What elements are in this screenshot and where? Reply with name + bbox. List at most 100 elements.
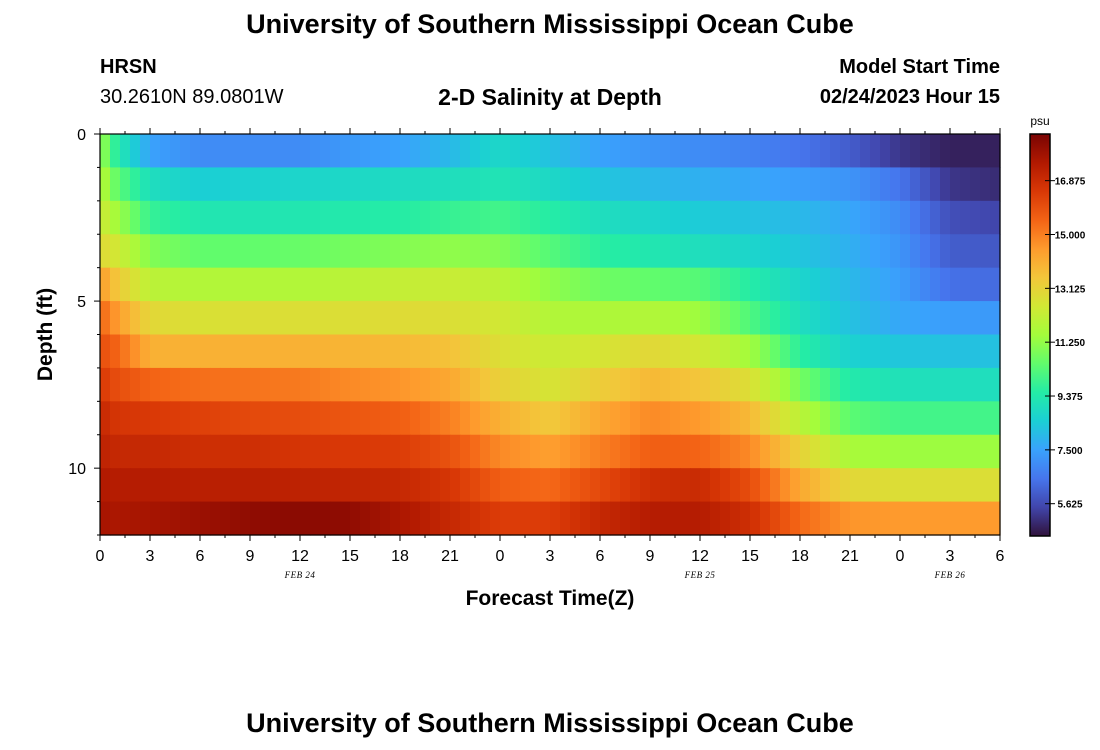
heatmap-cell [530, 501, 541, 536]
heatmap-cell [560, 501, 571, 536]
heatmap-cell [500, 501, 511, 536]
heatmap-cell [300, 301, 311, 336]
heatmap-cell [860, 167, 871, 202]
heatmap-cell [830, 200, 841, 235]
heatmap-cell [200, 468, 211, 503]
heatmap-cell [490, 367, 501, 402]
heatmap-cell [960, 334, 971, 369]
heatmap-cell [360, 334, 371, 369]
y-axis: 0 5 10 [68, 127, 100, 536]
heatmap-cell [340, 334, 351, 369]
heatmap-cell [420, 468, 431, 503]
heatmap-cell [490, 334, 501, 369]
heatmap-cell [870, 334, 881, 369]
heatmap-cell [260, 367, 271, 402]
heatmap-cell [580, 234, 591, 269]
heatmap-cell [230, 468, 241, 503]
heatmap-cell [950, 367, 961, 402]
heatmap-cell [660, 334, 671, 369]
heatmap-cell [920, 334, 931, 369]
heatmap-cell [710, 301, 721, 336]
heatmap-cell [900, 234, 911, 269]
heatmap-cell [740, 301, 751, 336]
heatmap-cell [690, 200, 701, 235]
heatmap-cell [400, 200, 411, 235]
heatmap-cell [560, 367, 571, 402]
heatmap-cell [610, 167, 621, 202]
heatmap-cell [940, 434, 951, 469]
heatmap-cell [710, 167, 721, 202]
heatmap-cell [990, 401, 1001, 436]
heatmap-cell [510, 367, 521, 402]
heatmap-cell [110, 401, 121, 436]
heatmap-cell [380, 401, 391, 436]
heatmap-cell [700, 468, 711, 503]
heatmap-cell [330, 301, 341, 336]
heatmap-cell [750, 401, 761, 436]
heatmap-cell [770, 234, 781, 269]
heatmap-cell [680, 334, 691, 369]
heatmap-cell [120, 367, 131, 402]
heatmap-cell [310, 501, 321, 536]
heatmap-cell [930, 134, 941, 169]
heatmap-cell [810, 167, 821, 202]
heatmap-cell [570, 267, 581, 302]
heatmap-cell [770, 167, 781, 202]
heatmap-cell [520, 334, 531, 369]
heatmap-cell [570, 468, 581, 503]
heatmap-cell [980, 468, 991, 503]
heatmap-cell [730, 267, 741, 302]
heatmap-cell [520, 434, 531, 469]
heatmap-cell [960, 167, 971, 202]
heatmap-cell [450, 434, 461, 469]
heatmap-cell [130, 501, 141, 536]
heatmap-cell [850, 434, 861, 469]
heatmap-cell [360, 134, 371, 169]
heatmap-cell [300, 334, 311, 369]
heatmap-cell [970, 267, 981, 302]
heatmap-cell [880, 434, 891, 469]
heatmap-cell [400, 234, 411, 269]
heatmap-cell [750, 334, 761, 369]
heatmap-cell [520, 134, 531, 169]
heatmap-cell [450, 334, 461, 369]
heatmap-cell [200, 434, 211, 469]
heatmap-cell [780, 167, 791, 202]
heatmap-cell [240, 501, 251, 536]
heatmap-cell [510, 401, 521, 436]
heatmap-cell [350, 167, 361, 202]
heatmap-cell [740, 134, 751, 169]
colorbar-unit: psu [1030, 114, 1049, 128]
heatmap-cell [490, 501, 501, 536]
heatmap-cell [140, 468, 151, 503]
heatmap-cell [930, 167, 941, 202]
heatmap-cell [210, 367, 221, 402]
heatmap-cell [410, 501, 421, 536]
heatmap-cell [170, 468, 181, 503]
heatmap-cell [500, 334, 511, 369]
heatmap-cell [650, 434, 661, 469]
heatmap-cell [890, 401, 901, 436]
heatmap-cell [350, 267, 361, 302]
heatmap-cell [840, 200, 851, 235]
heatmap-cell [350, 334, 361, 369]
heatmap-cell [270, 134, 281, 169]
heatmap-cell [630, 367, 641, 402]
heatmap-cell [130, 367, 141, 402]
heatmap-cell [410, 434, 421, 469]
heatmap-cell [960, 234, 971, 269]
heatmap-cell [700, 434, 711, 469]
heatmap-cell [600, 501, 611, 536]
heatmap-cell [180, 301, 191, 336]
heatmap-cell [810, 501, 821, 536]
heatmap-cell [120, 468, 131, 503]
heatmap-cell [550, 401, 561, 436]
heatmap-cell [710, 134, 721, 169]
heatmap-cell [290, 267, 301, 302]
heatmap-cell [290, 334, 301, 369]
heatmap-cell [830, 401, 841, 436]
heatmap-cell [270, 200, 281, 235]
heatmap-cell [310, 401, 321, 436]
heatmap-cell [270, 501, 281, 536]
heatmap-cell [340, 200, 351, 235]
